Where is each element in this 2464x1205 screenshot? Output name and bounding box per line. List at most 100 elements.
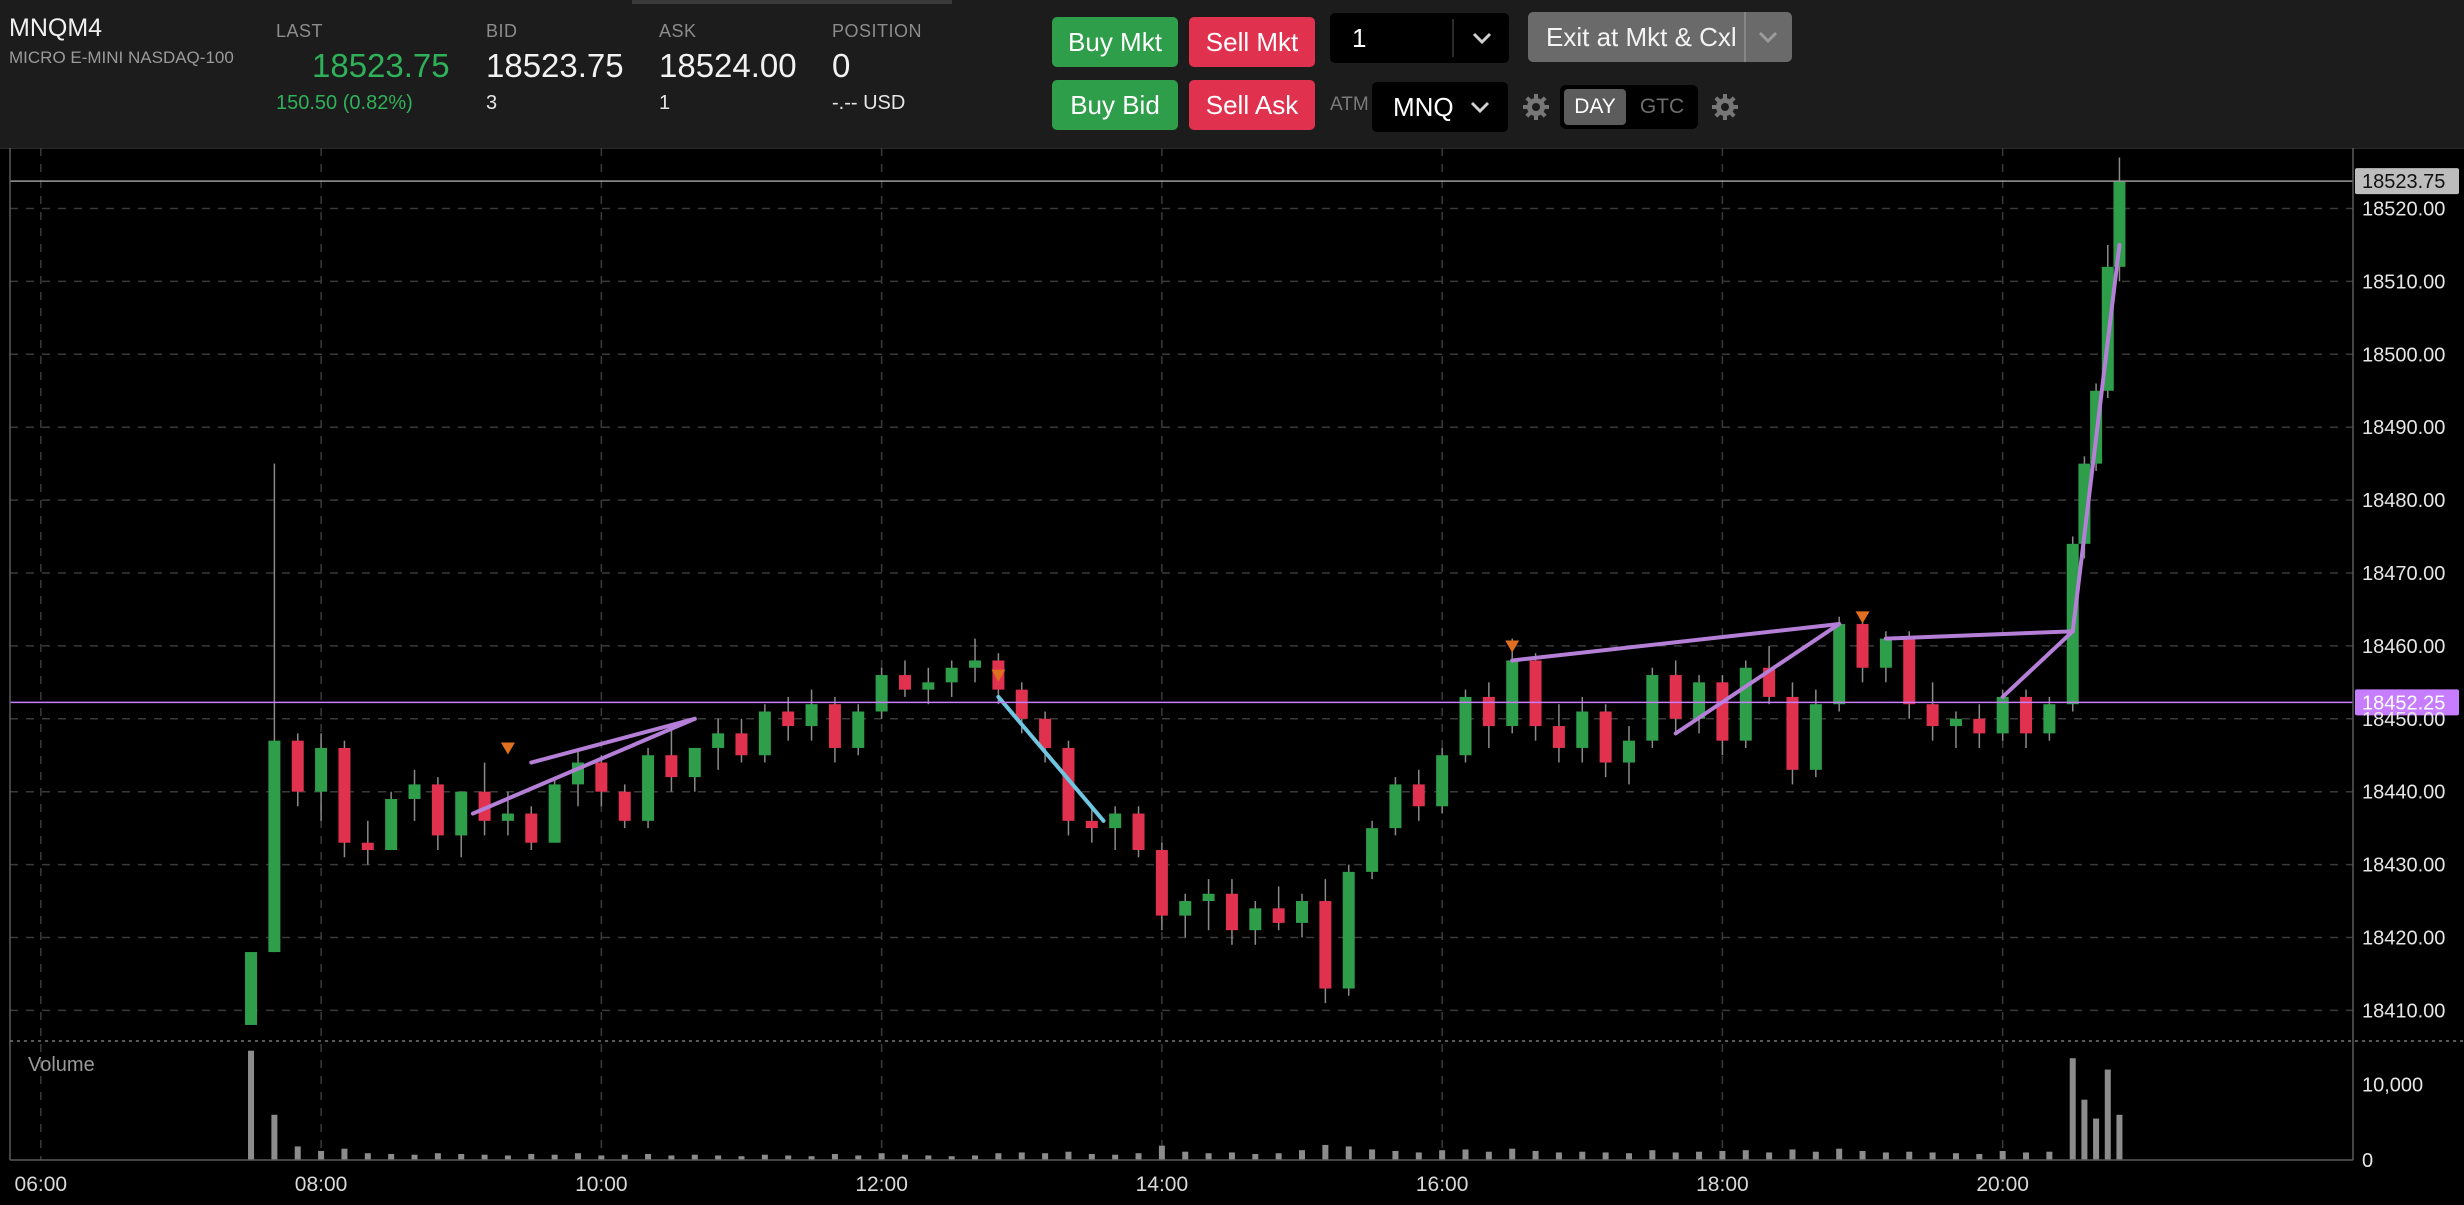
sell-ask-button[interactable]: Sell Ask [1189,80,1315,130]
volume-panel-label: Volume [28,1054,95,1076]
chevron-down-icon[interactable] [1468,99,1492,115]
candle-body [1716,682,1729,741]
volume-bar [318,1150,325,1160]
candle-body [1622,740,1635,763]
volume-bar [1789,1149,1796,1160]
candle-body [431,784,444,836]
volume-bar [1696,1151,1703,1160]
volume-bar [901,1154,908,1160]
atm-strategy-value[interactable]: MNQ [1393,91,1454,122]
candle-body [1366,828,1379,872]
volume-bar [1158,1145,1165,1160]
bid-price: 18523.75 [486,47,624,84]
volume-bar [1976,1153,1983,1160]
volume-bar [1766,1152,1773,1160]
volume-bar [1135,1153,1142,1160]
quantity-value[interactable]: 1 [1352,22,1367,53]
candle-body [828,704,841,748]
trend-line[interactable] [2070,242,2122,634]
volume-bar [1555,1152,1562,1160]
chevron-down-icon[interactable] [1756,29,1780,45]
candle-body [1296,901,1309,923]
volume-bar [1485,1151,1492,1160]
trend-line[interactable] [2000,629,2075,699]
volume-bar [645,1153,652,1160]
atm-label: ATM [1330,94,1369,115]
position-label: POSITION [832,21,923,41]
ask-size: 1 [659,92,671,114]
candle-body [1062,747,1075,821]
time-tick-label: 20:00 [1976,1173,2029,1196]
candle-body [1132,813,1145,851]
sell-market-button[interactable]: Sell Mkt [1189,17,1315,67]
time-tick-label: 14:00 [1136,1173,1189,1196]
time-tick-label: 06:00 [15,1173,68,1196]
candle-body [1693,682,1706,719]
order-settings-gear-icon[interactable] [1710,92,1740,122]
volume-bar [481,1154,488,1160]
volume-bar [2093,1118,2100,1160]
volume-bar [1906,1151,1913,1160]
volume-bar [1392,1150,1399,1160]
candle-body [1272,908,1285,923]
volume-bar [2069,1058,2076,1160]
trend-line[interactable] [1510,622,1842,663]
trend-line[interactable] [470,716,697,816]
time-in-force-toggle[interactable]: DAY GTC [1560,85,1698,129]
volume-bar [364,1153,371,1160]
chart-canvas[interactable]: 18452.25 18523.75 18520.00 18510.00 18500.0… [0,148,2464,1200]
atm-strategy-select[interactable]: MNQ [1372,82,1508,132]
candle-body [1599,711,1612,763]
candle-body [969,660,982,668]
candle-body [1646,675,1659,741]
volume-bar [1999,1150,2006,1160]
candle-body [852,711,865,748]
candle-body [898,675,911,690]
trend-line[interactable] [1883,629,2075,641]
candle-body [1786,696,1799,770]
tif-gtc-option[interactable]: GTC [1639,95,1685,118]
time-tick-label: 18:00 [1696,1173,1749,1196]
trend-line[interactable] [529,716,697,765]
candle-body [1856,624,1869,668]
candle-body [1482,696,1495,727]
quantity-selector[interactable]: 1 [1330,13,1509,63]
trend-line[interactable] [1673,622,1842,736]
candle-body [2020,696,2033,734]
atm-settings-gear-icon[interactable] [1521,92,1551,122]
volume-bar [1462,1149,1469,1160]
candle-body [1506,660,1519,727]
instrument-symbol[interactable]: MNQM4 [9,14,103,42]
volume-bar [1882,1152,1889,1160]
volume-bar [1322,1144,1329,1160]
exit-at-market-cancel-button[interactable]: Exit at Mkt & Cxl [1528,12,1792,62]
buy-market-button[interactable]: Buy Mkt [1052,17,1178,67]
tif-day-option[interactable]: DAY [1564,89,1626,125]
candle-body [1996,696,2009,734]
reference-price-tag [2355,689,2459,716]
price-tick-label: 18460.00 [2362,636,2445,658]
bid-label: BID [486,21,518,41]
exit-button-divider [1744,12,1746,62]
price-chart[interactable]: 18452.25 18523.75 18520.00 18510.00 18500.0… [0,148,2464,1200]
volume-bar [831,1153,838,1160]
buy-bid-button[interactable]: Buy Bid [1052,80,1178,130]
candle-body [268,740,281,953]
chevron-down-icon[interactable] [1470,30,1494,46]
volume-bar [1182,1151,1189,1160]
volume-bar [1929,1152,1936,1160]
exit-button-label[interactable]: Exit at Mkt & Cxl [1546,22,1737,52]
candle-body [1389,784,1402,829]
candle-body [361,842,374,851]
price-tick-label: 18420.00 [2362,927,2445,949]
candle-body [758,711,771,756]
quote-header: MNQM4 MICRO E-MINI NASDAQ-100 LAST 18523… [0,0,2464,149]
ask-price: 18524.00 [659,47,797,84]
trend-line[interactable] [996,694,1106,823]
header-tab-indicator [632,0,952,4]
trend-lines[interactable] [470,242,2122,823]
candle-body [1833,624,1846,705]
volume-bar [248,1050,255,1160]
price-tick-label: 18430.00 [2362,855,2445,877]
volume-bar [1672,1152,1679,1160]
